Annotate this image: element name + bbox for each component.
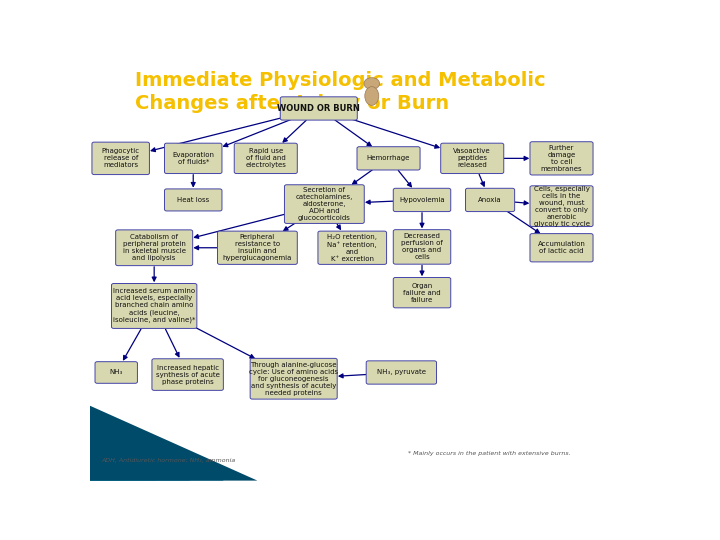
FancyBboxPatch shape <box>116 230 193 266</box>
Text: Anoxia: Anoxia <box>478 197 502 203</box>
Text: NH₃, pyruvate: NH₃, pyruvate <box>377 369 426 375</box>
Text: Immediate Physiologic and Metabolic
Changes after Injury or Burn: Immediate Physiologic and Metabolic Chan… <box>135 71 545 113</box>
Text: H₂O retention,
Na⁺ retention,
and
K⁺ excretion: H₂O retention, Na⁺ retention, and K⁺ exc… <box>328 234 377 262</box>
FancyBboxPatch shape <box>250 359 337 399</box>
FancyBboxPatch shape <box>284 185 364 224</box>
FancyBboxPatch shape <box>366 361 436 384</box>
FancyBboxPatch shape <box>217 231 297 265</box>
Circle shape <box>364 78 379 89</box>
Text: Increased serum amino
acid levels, especially
branched chain amino
acids (leucin: Increased serum amino acid levels, espec… <box>113 288 195 323</box>
FancyBboxPatch shape <box>164 189 222 211</box>
FancyBboxPatch shape <box>318 231 387 265</box>
Text: * Mainly occurs in the patient with extensive burns.: * Mainly occurs in the patient with exte… <box>408 451 571 456</box>
Text: Decreased
perfusion of
organs and
cells: Decreased perfusion of organs and cells <box>401 233 443 260</box>
Text: Increased hepatic
synthesis of acute
phase proteins: Increased hepatic synthesis of acute pha… <box>156 364 220 384</box>
FancyBboxPatch shape <box>393 188 451 212</box>
Text: WOUND OR BURN: WOUND OR BURN <box>277 104 360 113</box>
Text: Vasoactive
peptides
released: Vasoactive peptides released <box>454 148 491 168</box>
FancyBboxPatch shape <box>393 230 451 264</box>
Text: Evaporation
of fluids*: Evaporation of fluids* <box>172 152 215 165</box>
FancyBboxPatch shape <box>441 143 504 173</box>
Text: Heat loss: Heat loss <box>177 197 210 203</box>
FancyBboxPatch shape <box>234 143 297 173</box>
Text: Catabolism of
peripheral protein
in skeletal muscle
and lipolysis: Catabolism of peripheral protein in skel… <box>122 234 186 261</box>
FancyBboxPatch shape <box>164 143 222 173</box>
Text: Phagocytic
release of
mediators: Phagocytic release of mediators <box>102 148 140 168</box>
Polygon shape <box>90 451 157 481</box>
FancyBboxPatch shape <box>112 284 197 328</box>
FancyBboxPatch shape <box>530 141 593 175</box>
Text: Hypovolemia: Hypovolemia <box>399 197 445 203</box>
Text: Organ
failure and
failure: Organ failure and failure <box>403 282 441 302</box>
Text: ADH, Antidiuretic hormone; NH₃, ammonia: ADH, Antidiuretic hormone; NH₃, ammonia <box>101 458 235 463</box>
Text: Secretion of
catecholamines,
aldosterone,
ADH and
glucocorticoids: Secretion of catecholamines, aldosterone… <box>296 187 353 221</box>
FancyBboxPatch shape <box>357 147 420 170</box>
Polygon shape <box>90 465 124 481</box>
FancyBboxPatch shape <box>530 234 593 262</box>
Text: Through alanine-glucose
cycle: Use of amino acids
for gluconeogenesis
and synthe: Through alanine-glucose cycle: Use of am… <box>249 362 338 396</box>
FancyBboxPatch shape <box>92 142 150 174</box>
Ellipse shape <box>365 86 379 105</box>
Text: Peripheral
resistance to
insulin and
hyperglucagonemia: Peripheral resistance to insulin and hyp… <box>222 234 292 261</box>
Text: Accumulation
of lactic acid: Accumulation of lactic acid <box>538 241 585 254</box>
FancyBboxPatch shape <box>530 186 593 227</box>
FancyBboxPatch shape <box>393 278 451 308</box>
Text: NH₃: NH₃ <box>109 369 123 375</box>
Text: Hemorrhage: Hemorrhage <box>367 156 410 161</box>
FancyBboxPatch shape <box>152 359 223 390</box>
Text: Further
damage
to cell
membranes: Further damage to cell membranes <box>541 145 582 172</box>
FancyBboxPatch shape <box>280 97 357 120</box>
Text: Rapid use
of fluid and
electrolytes: Rapid use of fluid and electrolytes <box>246 148 287 168</box>
Text: Cells, especially
cells in the
wound, must
convert to only
anerobic
glycoly tic : Cells, especially cells in the wound, mu… <box>534 186 590 227</box>
Polygon shape <box>90 436 190 481</box>
Polygon shape <box>90 406 258 481</box>
Polygon shape <box>90 421 224 481</box>
FancyBboxPatch shape <box>466 188 515 212</box>
FancyBboxPatch shape <box>95 362 138 383</box>
